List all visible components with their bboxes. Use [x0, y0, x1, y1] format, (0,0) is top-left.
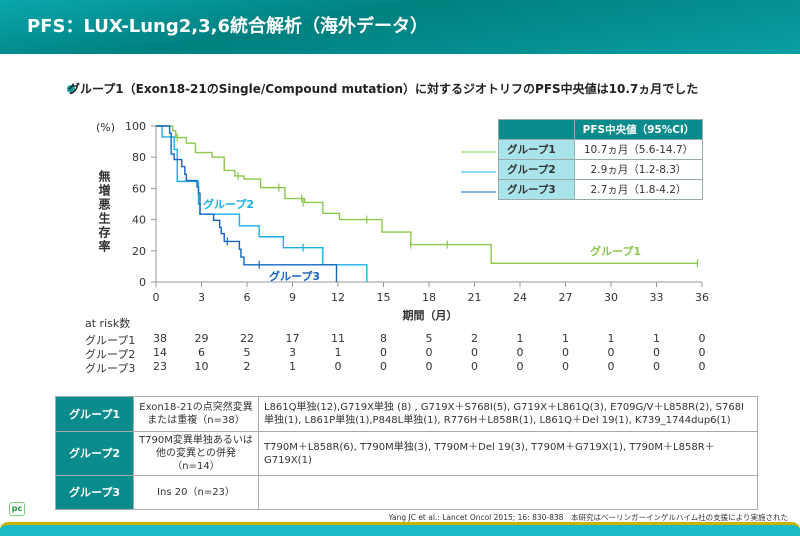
- risk-value: 14: [153, 346, 167, 359]
- annotation-group1: グループ1: [590, 244, 641, 258]
- risk-value: 1: [289, 360, 296, 373]
- group-detail: T790M＋L858R(6), T790M単独(3), T790M＋Del 19…: [258, 431, 758, 476]
- risk-value: 0: [698, 346, 706, 359]
- x-tick-label: 12: [331, 291, 345, 304]
- risk-value: 22: [240, 332, 254, 345]
- median-group: グループ3: [498, 179, 575, 200]
- km-curve-group3: [156, 125, 338, 282]
- risk-value: 0: [562, 346, 569, 359]
- subtitle: グループ1（Exon18-21のSingle/Compound mutation…: [68, 82, 699, 96]
- group-definition: T790M変異単独あるいは他の変異との併発（n=14）: [133, 431, 259, 476]
- x-tick-label: 6: [244, 291, 251, 304]
- risk-value: 17: [285, 332, 300, 345]
- risk-value: 0: [562, 360, 569, 373]
- risk-value: 0: [698, 332, 706, 345]
- y-unit: (%): [96, 121, 115, 134]
- risk-value: 1: [334, 346, 342, 359]
- y-tick-label: 60: [132, 182, 146, 195]
- risk-value: 0: [653, 346, 660, 359]
- risk-value: 0: [334, 360, 342, 373]
- x-tick-label: 36: [695, 291, 709, 304]
- x-tick-label: 15: [377, 291, 391, 304]
- median-value: 10.7ヵ月（5.6-14.7）: [574, 139, 703, 160]
- risk-value: 0: [607, 346, 615, 359]
- median-value: 2.9ヵ月（1.2-8.3）: [574, 159, 703, 180]
- risk-value: 0: [380, 360, 387, 373]
- risk-value: 0: [425, 360, 433, 373]
- page-title: PFS：LUX-Lung2,3,6統合解析（海外データ）: [27, 16, 429, 37]
- x-tick-label: 21: [468, 291, 482, 304]
- citation: Yang JC et al.: Lancet Oncol 2015; 16: 8…: [388, 513, 788, 522]
- median-group: グループ2: [498, 159, 575, 180]
- risk-value: 23: [153, 360, 167, 373]
- x-tick-label: 24: [513, 291, 527, 304]
- risk-value: 0: [516, 360, 524, 373]
- group-name: グループ3: [55, 475, 134, 510]
- risk-value: 1: [653, 332, 660, 345]
- risk-value: 0: [380, 346, 387, 359]
- x-tick-label: 30: [604, 291, 618, 304]
- risk-value: 5: [425, 332, 433, 345]
- risk-value: 5: [243, 346, 251, 359]
- y-tick-label: 100: [125, 120, 146, 133]
- median-value: 2.7ヵ月（1.8-4.2）: [574, 179, 703, 200]
- footer-bar: [0, 522, 800, 536]
- risk-value: 1: [562, 332, 569, 345]
- annotation-group2: グループ2: [203, 197, 254, 211]
- y-tick-label: 0: [139, 276, 146, 289]
- risk-value: 8: [380, 332, 387, 345]
- risk-value: 1: [607, 332, 615, 345]
- group-detail: L861Q単独(12),G719X単独 (8) , G719X＋S768I(5)…: [258, 396, 758, 432]
- bullet-icon: [67, 85, 75, 93]
- y-tick-label: 40: [132, 214, 146, 227]
- risk-value: 0: [471, 346, 478, 359]
- risk-value: 2: [471, 332, 478, 345]
- risk-row-label: グループ1: [85, 334, 136, 347]
- risk-value: 2: [243, 360, 251, 373]
- risk-row-label: グループ3: [85, 362, 136, 375]
- header-banner: [0, 0, 800, 54]
- x-axis-label: 期間（月）: [403, 308, 458, 322]
- x-tick-label: 0: [153, 291, 160, 304]
- median-table: PFS中央値（95%CI） グループ1 10.7ヵ月（5.6-14.7） グループ…: [498, 119, 703, 200]
- risk-value: 38: [153, 332, 167, 345]
- risk-value: 0: [653, 360, 660, 373]
- risk-row-label: グループ2: [85, 348, 136, 361]
- group-definition: Ins 20（n=23）: [133, 475, 259, 510]
- risk-value: 3: [289, 346, 296, 359]
- y-tick-label: 80: [132, 151, 146, 164]
- pc-logo: pc: [9, 502, 25, 516]
- group-detail: [258, 475, 758, 510]
- risk-value: 10: [194, 360, 209, 373]
- risk-value: 6: [198, 346, 205, 359]
- risk-value: 29: [194, 332, 209, 345]
- risk-value: 0: [607, 360, 615, 373]
- km-curve-group2: [156, 125, 368, 282]
- x-tick-label: 27: [559, 291, 573, 304]
- risk-value: 0: [516, 346, 524, 359]
- risk-value: 0: [425, 346, 433, 359]
- risk-value: 0: [471, 360, 478, 373]
- x-tick-label: 3: [198, 291, 205, 304]
- x-tick-label: 9: [289, 291, 296, 304]
- y-axis-label: 無増悪生存率: [97, 169, 111, 254]
- risk-title: at risk数: [85, 317, 131, 330]
- annotation-group3: グループ3: [269, 269, 320, 283]
- groups-table: グループ1 Exon18-21の点突然変異または重複（n=38） L861Q単独(1…: [55, 396, 758, 510]
- y-tick-label: 20: [132, 245, 146, 258]
- group-definition: Exon18-21の点突然変異または重複（n=38）: [133, 396, 259, 432]
- risk-value: 0: [698, 360, 706, 373]
- median-group: グループ1: [498, 139, 575, 160]
- risk-value: 11: [331, 332, 345, 345]
- x-tick-label: 18: [422, 291, 436, 304]
- median-header: PFS中央値（95%CI）: [574, 119, 703, 140]
- group-name: グループ2: [55, 431, 134, 476]
- risk-value: 1: [516, 332, 524, 345]
- group-name: グループ1: [55, 396, 134, 432]
- x-tick-label: 33: [650, 291, 664, 304]
